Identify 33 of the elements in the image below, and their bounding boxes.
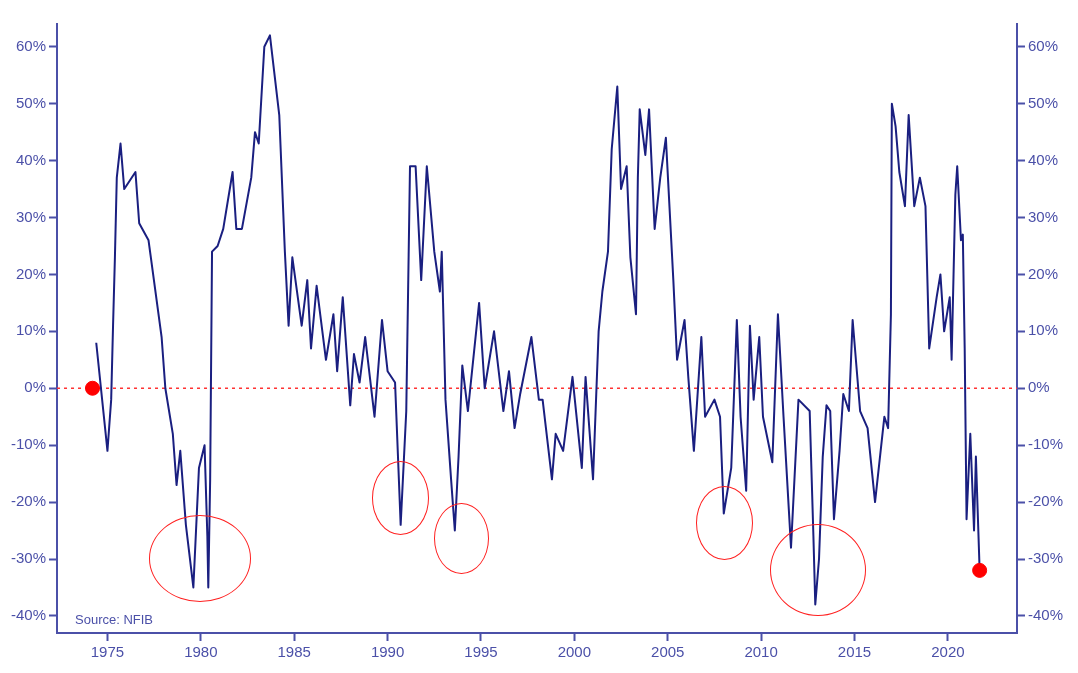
- y-tick-label: -40%: [10, 606, 47, 624]
- y-tick-label: -10%: [10, 435, 47, 453]
- x-tick-label: 2005: [651, 643, 685, 661]
- y2-tick-label: -10%: [1027, 435, 1064, 453]
- y-tick-label: 60%: [15, 36, 47, 54]
- x-tick-label: 2000: [557, 643, 592, 661]
- y2-tick-label: 40%: [1027, 150, 1059, 168]
- x-tick-label: 1980: [184, 643, 218, 661]
- x-tick-label: 1985: [277, 643, 311, 661]
- y-tick-label: 10%: [15, 321, 47, 339]
- y2-tick-label: -20%: [1027, 492, 1064, 510]
- y-tick-label: 50%: [15, 93, 47, 111]
- y-tick-label: 40%: [15, 150, 47, 168]
- annotation: Source: NFIB: [75, 612, 154, 628]
- x-tick-label: 2020: [931, 643, 965, 661]
- y2-tick-label: 60%: [1027, 36, 1059, 54]
- y-tick-label: 0%: [24, 378, 47, 396]
- x-tick-label: 2015: [837, 643, 872, 661]
- x-tick-label: 1990: [370, 643, 405, 661]
- x-tick-label: 1995: [464, 643, 498, 661]
- y2-tick-label: 50%: [1027, 93, 1059, 111]
- y-tick-label: -30%: [10, 549, 47, 567]
- y2-tick-label: -30%: [1027, 549, 1064, 567]
- y2-tick-label: 0%: [1027, 378, 1050, 396]
- y-tick-label: 30%: [15, 207, 47, 225]
- x-tick-label: 1975: [90, 643, 125, 661]
- x-tick-label: 2010: [744, 643, 778, 661]
- y-tick-label: -20%: [10, 492, 47, 510]
- y-tick-label: 20%: [15, 264, 47, 282]
- y2-tick-label: 30%: [1027, 207, 1059, 225]
- y2-tick-label: -40%: [1027, 606, 1064, 624]
- y2-tick-label: 20%: [1027, 264, 1059, 282]
- y2-tick-label: 10%: [1027, 321, 1059, 339]
